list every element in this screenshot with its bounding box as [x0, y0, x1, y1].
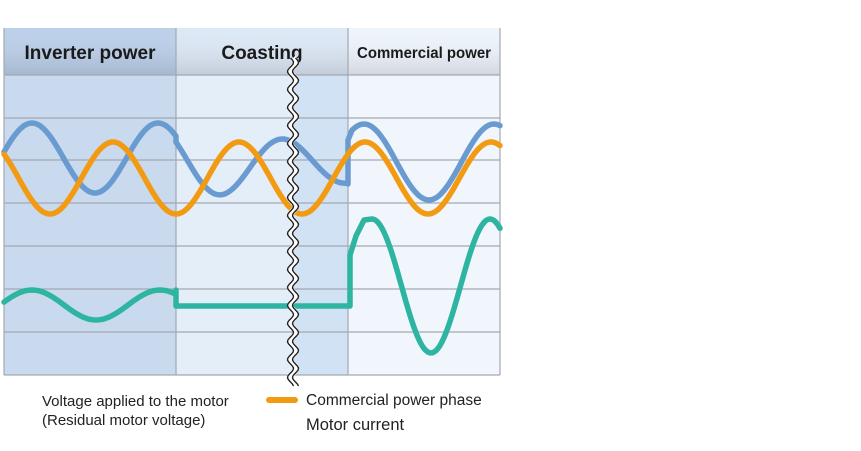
header-coasting: Coasting: [221, 43, 302, 64]
grid-lines: [3, 28, 501, 376]
time-break-marker: [286, 55, 300, 388]
legend-voltage: Voltage applied to the motor (Residual m…: [42, 392, 229, 430]
legend-voltage-line2: (Residual motor voltage): [42, 412, 206, 429]
commercial-phase-waveform: [1, 139, 503, 217]
legend-voltage-line1: Voltage applied to the motor: [42, 393, 229, 410]
header-inverter-power: Inverter power: [25, 43, 157, 64]
legend-phase-swatch: [266, 397, 298, 403]
coasting-shaded-band: [293, 75, 348, 375]
legend-motor-current: Motor current: [306, 416, 405, 434]
motor-current-waveform: [1, 216, 503, 356]
voltage-waveform: [1, 120, 503, 203]
header-commercial-power: Commercial power: [357, 45, 491, 62]
legend-commercial-phase: Commercial power phase: [306, 392, 482, 409]
header-shadow: [4, 28, 500, 75]
